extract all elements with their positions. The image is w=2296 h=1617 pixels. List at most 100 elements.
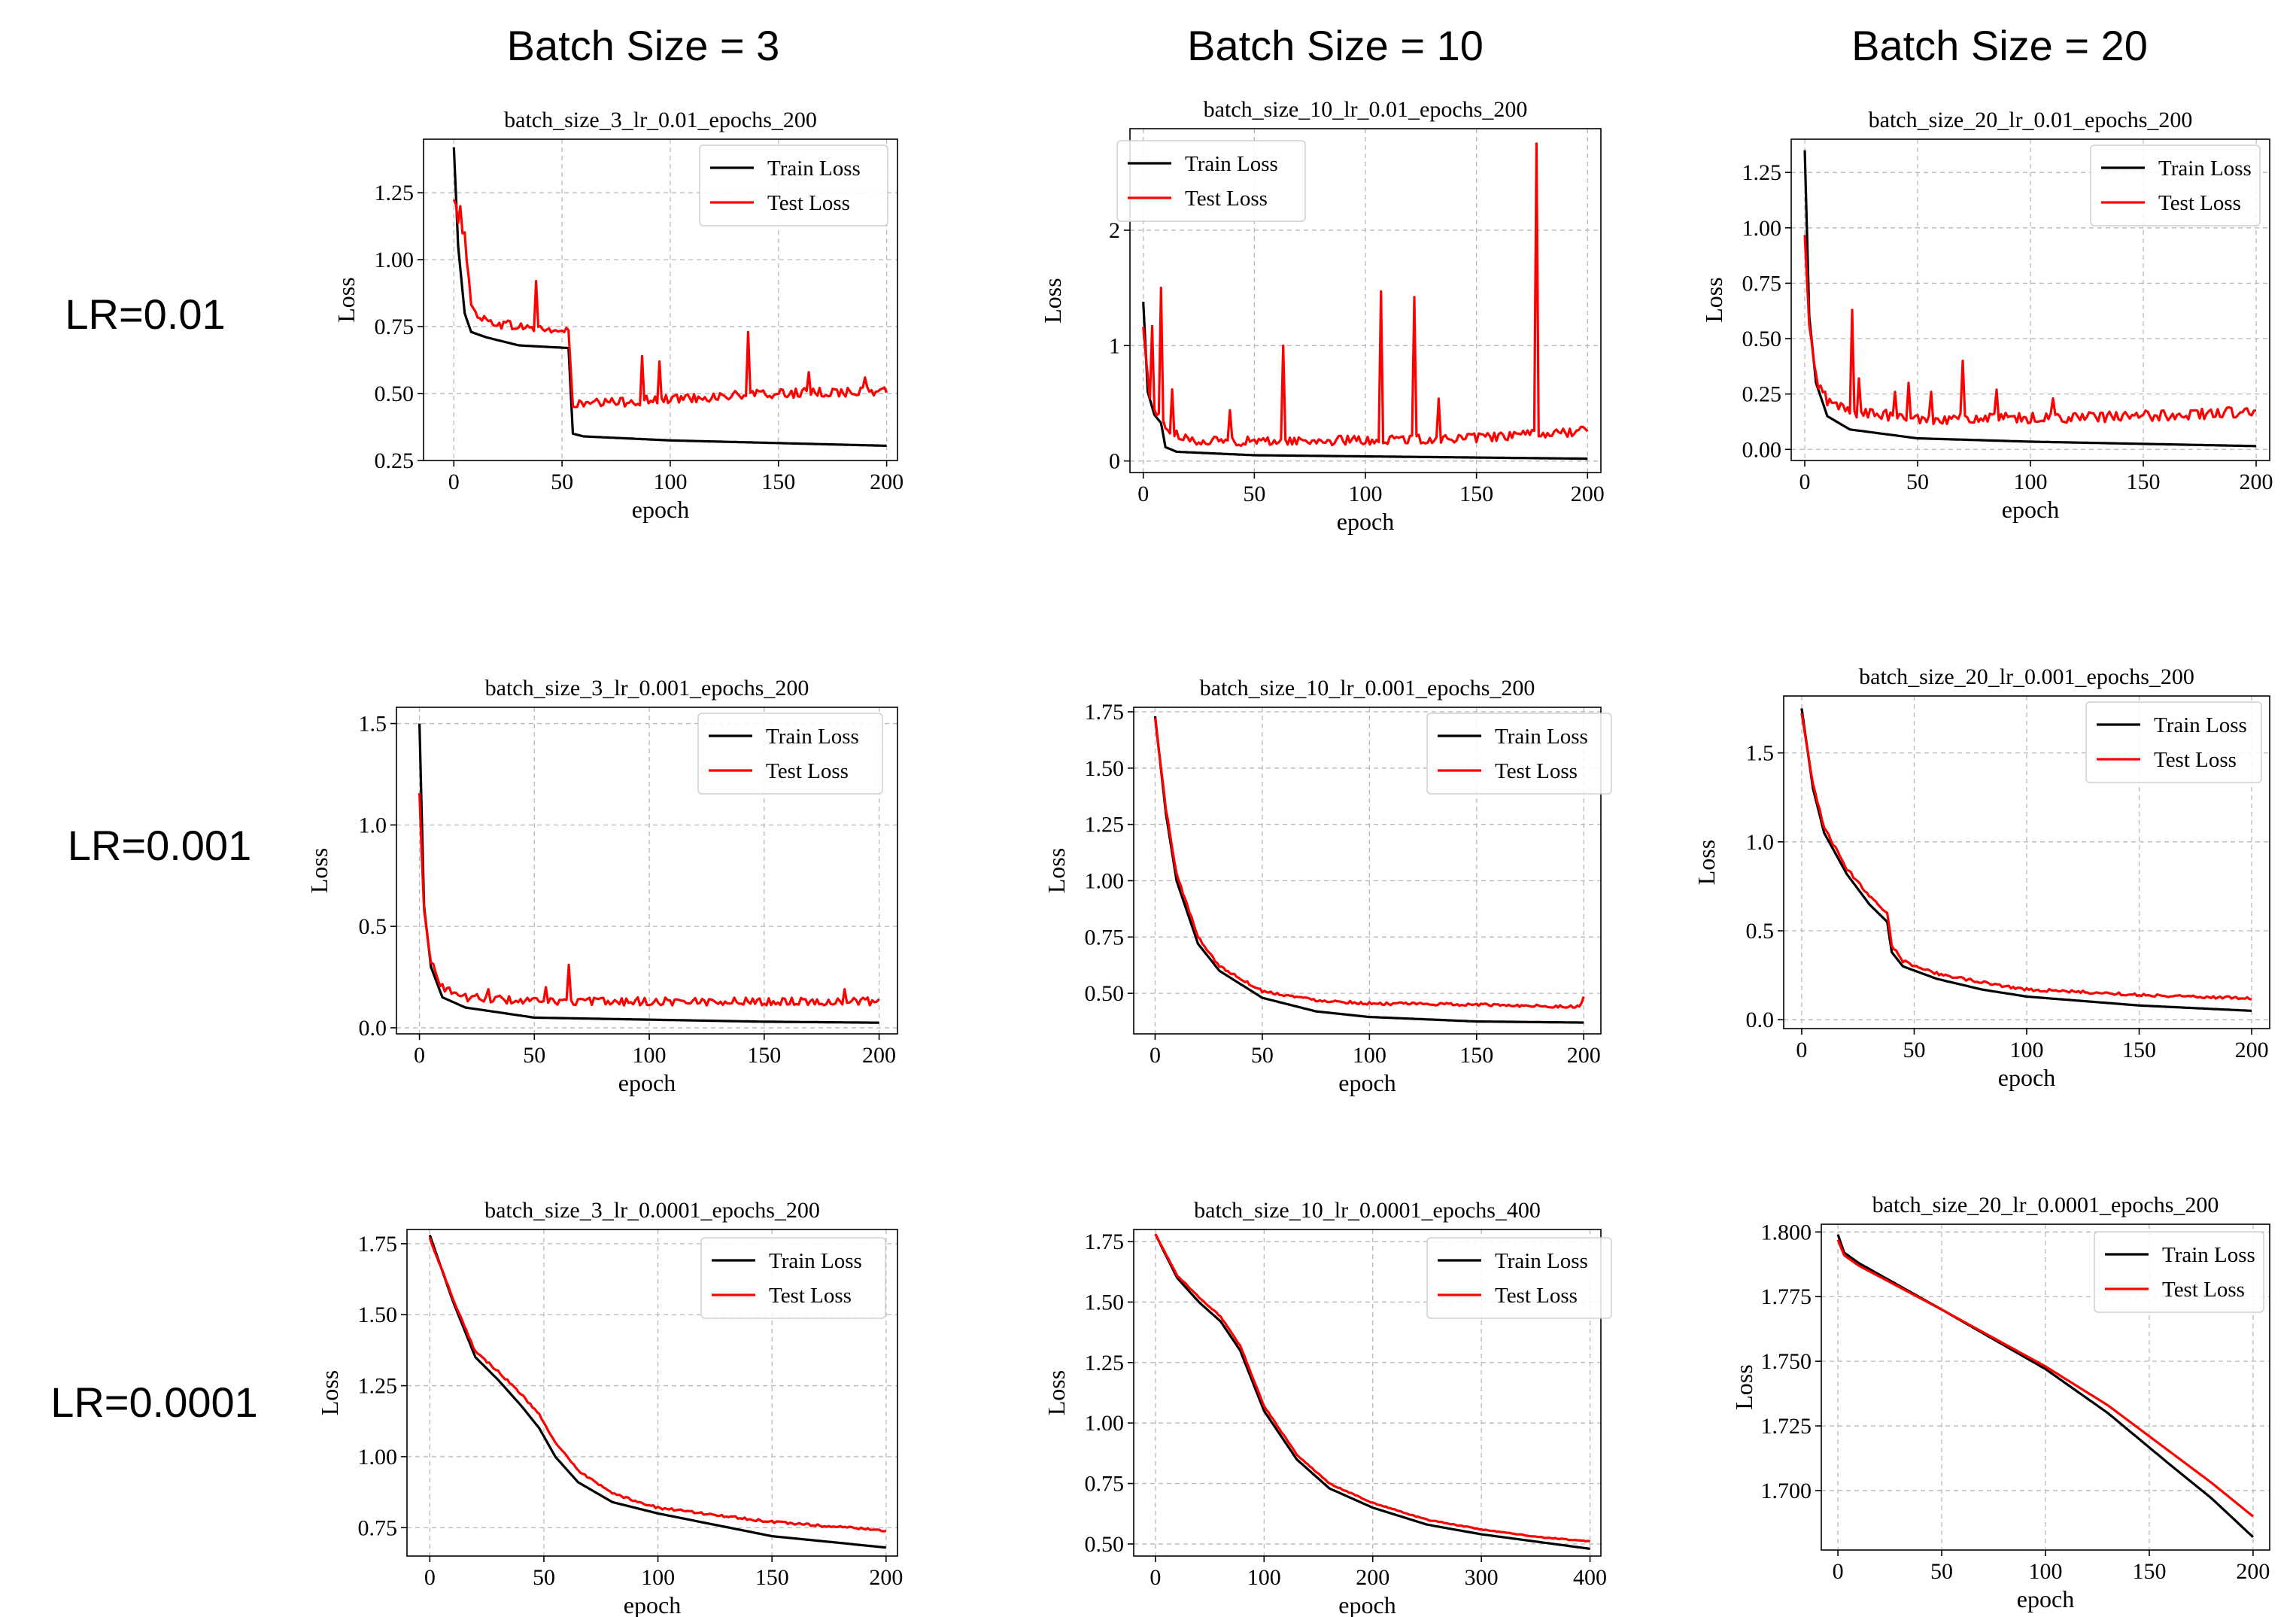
chart-title: batch_size_3_lr_0.001_epochs_200 [485,676,809,701]
y-tick-label: 1.25 [1742,160,1782,185]
chart-panel-8: 0 100 200 300 400 0.50 0.75 1.00 1.25 1.50 1.75 bat… [1043,1198,1612,1617]
x-tick-label: 0 [414,1043,425,1068]
x-tick-label: 50 [1243,482,1265,506]
y-tick-label: 0.75 [358,1515,398,1540]
test-loss-line [1154,1233,1591,1543]
x-tick-label: 150 [1459,482,1493,506]
chart-panel-9: 0 50 100 150 200 1.700 1.725 1.750 1.775 1.800 bat… [1730,1193,2270,1612]
y-tick-label: 0.50 [375,381,415,406]
legend-box [697,713,883,795]
y-tick-label: 1.50 [358,1302,398,1327]
y-tick-label: 1.00 [1742,216,1782,241]
chart-title: batch_size_10_lr_0.0001_epochs_400 [1194,1198,1541,1223]
x-tick-label: 100 [1349,482,1383,506]
y-tick-label: 1.0 [1746,830,1775,855]
col-header-batch-3: Batch Size = 3 [507,22,780,69]
y-tick-label: 0.0 [1746,1008,1775,1032]
y-tick-label: 1.50 [1085,1290,1125,1315]
legend-box [2085,701,2262,783]
x-tick-label: 0 [1150,1043,1161,1068]
legend: Train Loss Test Loss [699,144,888,226]
y-tick-label: 1.25 [1085,813,1125,837]
y-tick-label: 1.25 [358,1374,398,1399]
y-tick-label: 0.5 [359,914,387,939]
legend-box [1426,1237,1612,1319]
y-tick-label: 2 [1109,218,1120,243]
chart-title: batch_size_10_lr_0.01_epochs_200 [1204,97,1528,122]
y-tick-label: 1.50 [1085,756,1125,781]
test-loss-line [1803,235,2257,425]
x-tick-label: 50 [523,1043,545,1068]
legend-test-label: Test Loss [2154,748,2237,772]
x-tick-label: 100 [1353,1043,1386,1068]
col-header-batch-10: Batch Size = 10 [1187,22,1484,69]
test-loss-line [452,199,888,409]
legend-test-label: Test Loss [2162,1278,2245,1302]
x-tick-label: 150 [1459,1043,1493,1068]
x-tick-label: 0 [448,470,460,494]
x-tick-label: 100 [633,1043,667,1068]
x-tick-label: 150 [755,1565,789,1590]
legend-train-label: Train Loss [1185,152,1278,176]
legend-box [2090,144,2261,226]
legend-test-label: Test Loss [1495,1284,1578,1308]
x-tick-label: 50 [1903,1038,1925,1062]
x-tick-label: 50 [1930,1559,1953,1584]
legend: Train Loss Test Loss [2090,144,2261,226]
chart-title: batch_size_3_lr_0.0001_epochs_200 [484,1198,820,1223]
x-tick-label: 50 [1251,1043,1274,1068]
test-loss-line [1142,142,1589,447]
x-tick-label: 0 [424,1565,436,1590]
legend: Train Loss Test Loss [1426,1237,1612,1319]
legend-box [2094,1231,2264,1313]
chart-panel-4: 0 50 100 150 200 0.0 0.5 1.0 1.5 batch_size_3_lr_… [305,676,898,1096]
train-loss-line [1153,716,1584,1024]
legend: Train Loss Test Loss [1426,713,1612,795]
legend-train-label: Train Loss [766,725,859,749]
y-tick-label: 0.25 [1742,382,1782,407]
x-tick-label: 100 [2014,470,2048,494]
y-tick-label: 1.800 [1761,1220,1812,1245]
x-tick-label: 0 [1137,482,1149,506]
x-tick-label: 100 [1247,1565,1281,1590]
y-tick-label: 1.75 [1085,1229,1125,1254]
x-axis-label: epoch [1337,508,1394,535]
legend-box [1426,713,1612,795]
x-tick-label: 50 [551,470,573,494]
x-tick-label: 100 [2010,1038,2044,1062]
y-tick-label: 0.75 [1085,925,1125,950]
legend-train-label: Train Loss [1495,725,1588,749]
chart-panel-3: 0 50 100 150 200 0.00 0.25 0.50 0.75 1.00 1.25 batc… [1700,108,2273,523]
x-tick-label: 100 [653,470,687,494]
chart-title: batch_size_20_lr_0.001_epochs_200 [1859,664,2194,689]
x-tick-label: 100 [2029,1559,2063,1584]
train-loss-line [418,723,879,1024]
x-tick-label: 200 [2235,1038,2269,1062]
y-tick-label: 0.50 [1085,1532,1125,1557]
y-axis-label: Loss [1039,278,1066,323]
y-tick-label: 0.0 [359,1016,387,1041]
plot-frame [1133,1229,1602,1557]
legend-box [699,144,888,226]
x-tick-label: 200 [862,1043,896,1068]
y-tick-label: 1.25 [1085,1351,1125,1375]
y-tick-label: 1.00 [358,1445,398,1470]
train-loss-line [428,1234,886,1549]
x-tick-label: 300 [1465,1565,1499,1590]
y-tick-label: 1.00 [375,248,415,272]
legend-train-label: Train Loss [2158,157,2252,181]
legend-test-label: Test Loss [2158,191,2241,215]
x-axis-label: epoch [632,496,689,523]
y-tick-label: 1.5 [359,712,387,737]
y-tick-label: 1.00 [1085,868,1125,893]
x-axis-label: epoch [618,1069,676,1096]
x-tick-label: 100 [641,1565,675,1590]
y-tick-label: 1.5 [1746,741,1775,766]
y-axis-label: Loss [333,277,360,322]
x-tick-label: 0 [1796,1038,1807,1062]
x-tick-label: 200 [1356,1565,1389,1590]
legend-test-label: Test Loss [766,759,849,783]
chart-panel-7: 0 50 100 150 200 0.75 1.00 1.25 1.50 1.75 batch_si… [316,1198,903,1617]
y-tick-label: 1.25 [375,181,415,205]
